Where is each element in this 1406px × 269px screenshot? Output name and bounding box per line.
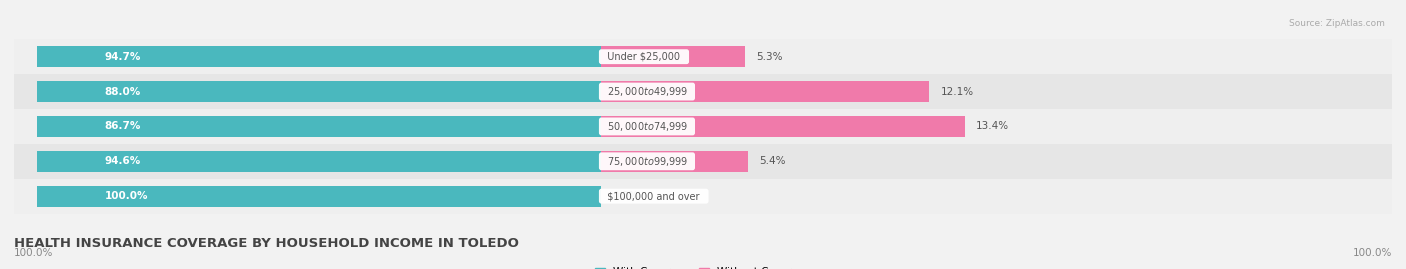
Bar: [37, 116, 602, 137]
Bar: [602, 46, 745, 67]
Bar: [14, 179, 1392, 214]
Bar: [602, 116, 965, 137]
Text: $25,000 to $49,999: $25,000 to $49,999: [602, 85, 693, 98]
Text: 12.1%: 12.1%: [941, 87, 974, 97]
Text: 5.3%: 5.3%: [756, 52, 783, 62]
Bar: [37, 46, 602, 67]
Text: $75,000 to $99,999: $75,000 to $99,999: [602, 155, 693, 168]
Bar: [602, 81, 929, 102]
Text: 88.0%: 88.0%: [104, 87, 141, 97]
Text: 94.6%: 94.6%: [104, 156, 141, 166]
Text: HEALTH INSURANCE COVERAGE BY HOUSEHOLD INCOME IN TOLEDO: HEALTH INSURANCE COVERAGE BY HOUSEHOLD I…: [14, 237, 519, 250]
Text: Source: ZipAtlas.com: Source: ZipAtlas.com: [1289, 19, 1385, 28]
Text: 5.4%: 5.4%: [759, 156, 786, 166]
Text: 100.0%: 100.0%: [1353, 248, 1392, 258]
Text: 94.7%: 94.7%: [104, 52, 141, 62]
Bar: [14, 74, 1392, 109]
Bar: [37, 186, 602, 207]
Bar: [14, 144, 1392, 179]
Text: 0.0%: 0.0%: [613, 191, 638, 201]
Bar: [602, 151, 748, 172]
Bar: [37, 151, 602, 172]
Legend: With Coverage, Without Coverage: With Coverage, Without Coverage: [591, 263, 815, 269]
Bar: [14, 39, 1392, 74]
Text: $100,000 and over: $100,000 and over: [602, 191, 706, 201]
Text: Under $25,000: Under $25,000: [602, 52, 686, 62]
Bar: [14, 109, 1392, 144]
Text: 100.0%: 100.0%: [14, 248, 53, 258]
Text: 13.4%: 13.4%: [976, 121, 1010, 132]
Text: 86.7%: 86.7%: [104, 121, 141, 132]
Bar: [37, 81, 602, 102]
Text: 100.0%: 100.0%: [104, 191, 148, 201]
Text: $50,000 to $74,999: $50,000 to $74,999: [602, 120, 693, 133]
